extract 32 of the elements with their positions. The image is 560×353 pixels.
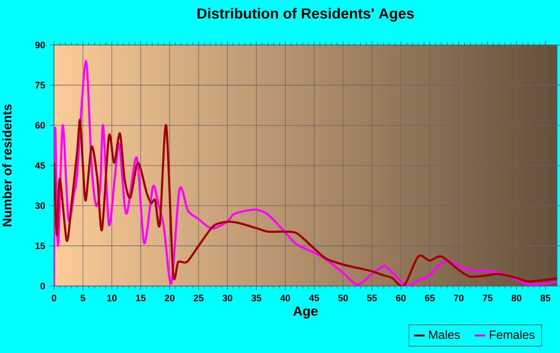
y-tick-label: 75 — [35, 82, 46, 88]
y-tick-label: 60 — [35, 122, 45, 129]
x-tick-label: 5 — [80, 294, 86, 302]
line-series — [54, 60, 557, 286]
x-tick-label: 75 — [482, 294, 493, 302]
legend-label: Females — [490, 330, 535, 339]
x-axis-title: Age — [293, 306, 318, 318]
x-tick-label: 20 — [164, 294, 174, 302]
x-tick-label: 60 — [396, 294, 406, 302]
y-tick-label: 0 — [40, 282, 45, 290]
x-tick-label: 30 — [222, 294, 232, 302]
line-series — [54, 118, 557, 286]
x-tick-label: 85 — [540, 294, 550, 302]
x-tick-label: 45 — [309, 294, 320, 302]
y-tick-label: 30 — [35, 202, 45, 209]
x-tick-label: 10 — [107, 294, 117, 302]
x-tick-label: 0 — [52, 294, 56, 302]
legend-label: Males — [429, 330, 460, 339]
x-tick-label: 35 — [251, 294, 262, 302]
y-tick-label: 90 — [35, 42, 45, 48]
x-tick-label: 40 — [280, 294, 290, 302]
y-tick-label: 45 — [35, 162, 46, 169]
x-tick-label: 70 — [454, 294, 464, 302]
x-tick-label: 65 — [424, 294, 435, 302]
x-tick-label: 15 — [136, 294, 146, 302]
chart-title: Distribution of Residents' Ages — [198, 8, 414, 22]
y-tick-label: 15 — [36, 242, 46, 250]
x-tick-label: 50 — [338, 294, 348, 302]
x-tick-label: 80 — [512, 294, 522, 302]
y-axis-title: Number of residents — [2, 104, 12, 226]
x-tick-label: 55 — [367, 294, 377, 302]
x-tick-label: 25 — [194, 294, 204, 302]
